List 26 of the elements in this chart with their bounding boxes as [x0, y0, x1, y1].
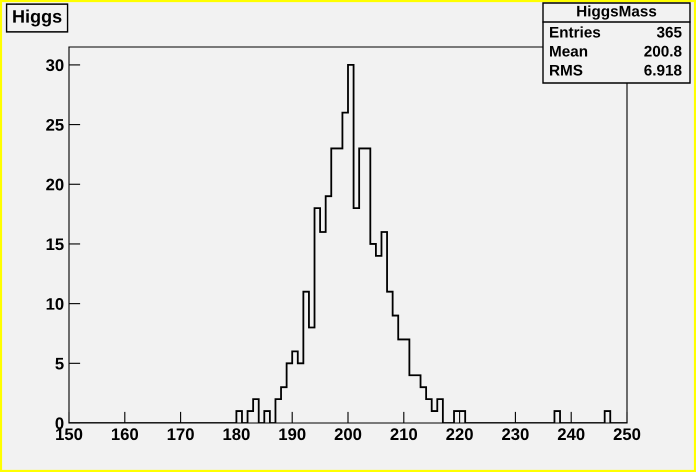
text: 200.8 [644, 46, 682, 57]
x-tick-label: 150 [56, 428, 82, 440]
y-tick-label: 25 [46, 118, 64, 131]
chart-title: Higgs [13, 10, 62, 26]
y-tick-label: 15 [46, 238, 64, 250]
x-tick-label: 250 [614, 428, 640, 440]
text: HiggsMass [577, 5, 656, 20]
y-tick-label: 20 [46, 178, 64, 190]
x-tick-label: 200 [334, 428, 362, 440]
x-tick-label: 210 [390, 428, 418, 440]
x-tick-label: 170 [168, 428, 194, 440]
x-tick-label: 240 [558, 428, 584, 440]
annotation: RMS [550, 64, 582, 76]
text: 6.918 [644, 64, 682, 76]
text: Entries [550, 26, 600, 38]
x-tick-label: 190 [279, 428, 306, 440]
text: 365 [656, 26, 682, 38]
annotation: Mean [550, 46, 588, 57]
y-tick-label: 10 [46, 298, 64, 310]
x-tick-label: 220 [446, 428, 473, 440]
y-tick-label: 0 [56, 417, 64, 430]
x-tick-label: 160 [112, 428, 138, 440]
y-tick-label: 30 [46, 59, 64, 72]
x-tick-label: 180 [224, 428, 250, 440]
y-tick-label: 5 [55, 358, 64, 370]
x-tick-label: 230 [502, 428, 529, 440]
